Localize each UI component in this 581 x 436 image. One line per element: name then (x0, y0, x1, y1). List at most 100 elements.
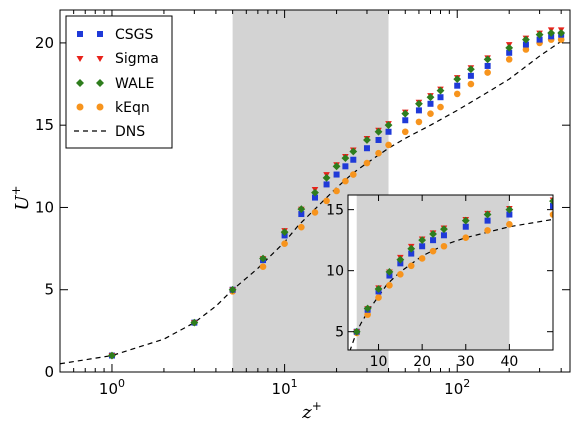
wale-point (483, 55, 492, 64)
wale-point (547, 29, 556, 37)
keqn-point (437, 103, 444, 111)
inset-wale-point (429, 230, 437, 238)
x-tick-label-exp: 2 (463, 377, 470, 390)
wale-point (505, 43, 514, 52)
csgs-point (467, 72, 474, 79)
y-tick-label: 20 (35, 34, 54, 52)
inset-csgs-point (408, 250, 415, 257)
wale-point (190, 318, 199, 327)
inset-wale-point (385, 267, 394, 276)
keqn-point (453, 90, 461, 98)
wale-point (259, 254, 267, 263)
inset-keqn-point (418, 255, 426, 262)
legend-marker-wale (76, 79, 84, 87)
inset-wale-point (461, 216, 470, 225)
x-axis-label: z+ (301, 399, 322, 423)
main-plot-frame (59, 9, 571, 373)
legend: CSGS Sigma WALE kEqn DNS (65, 15, 173, 149)
inset-keqn-point (549, 211, 553, 218)
legend-box (65, 15, 173, 149)
csgs-point (437, 94, 444, 101)
keqn-point (323, 197, 330, 205)
wale-point (280, 228, 289, 237)
inset-x-axis-ticks: 10 20 30 40 (370, 195, 518, 370)
inset-csgs-point (430, 237, 437, 244)
csgs-point (312, 194, 318, 201)
x-tick-label-base: 10 (99, 380, 118, 398)
inset-y-tick-label: 5 (335, 325, 344, 341)
y-tick-label: 5 (44, 281, 54, 299)
csgs-point (385, 128, 392, 135)
inset-y-tick-label: 10 (326, 264, 344, 280)
wale-point (322, 173, 331, 182)
wale-point (557, 29, 566, 37)
legend-label-sigma: Sigma (115, 51, 159, 67)
keqn-point (298, 223, 305, 231)
inset-x-tick-label: 40 (500, 354, 518, 370)
inset-wale-point (483, 210, 492, 219)
wale-point (349, 147, 358, 156)
keqn-point (342, 177, 349, 185)
csgs-point (298, 211, 305, 218)
legend-entry-csgs: CSGS (77, 27, 154, 43)
inset-plot: 10 20 30 40 5 10 15 (326, 194, 554, 370)
wale-point (374, 127, 383, 136)
keqn-point (557, 36, 565, 43)
wale-point (535, 30, 544, 39)
wale-point (332, 162, 341, 171)
inset-shaded-region (356, 195, 510, 350)
inset-keqn-point (407, 262, 415, 270)
csgs-point (536, 36, 543, 43)
keqn-point (505, 56, 513, 63)
wale-point (311, 188, 319, 197)
legend-marker-keqn-2 (96, 103, 104, 111)
legend-marker-csgs-2 (97, 31, 103, 37)
keqn-point (401, 128, 409, 136)
inset-wale-point (440, 225, 448, 234)
legend-marker-wale-2 (96, 79, 104, 87)
wale-point (467, 65, 475, 74)
legend-entry-keqn: kEqn (76, 100, 150, 116)
inset-y-axis-ticks: 5 10 15 (326, 203, 553, 341)
keqn-point (467, 80, 475, 88)
wale-point (228, 285, 237, 294)
x-axis-label-sup: + (312, 399, 322, 413)
inset-csgs-point (550, 202, 553, 209)
inset-x-tick-label: 20 (413, 354, 431, 370)
keqn-point (484, 69, 491, 76)
inset-keqn-point (506, 220, 513, 228)
inset-wale-point (396, 255, 405, 264)
inset-wale-point (549, 197, 553, 206)
y-axis-label-base: U (12, 195, 33, 211)
x-tick-label: 101 (272, 377, 298, 398)
keqn-point (363, 159, 371, 167)
wale-point (453, 75, 462, 84)
inset-csgs-point (440, 232, 447, 239)
legend-marker-sigma-2 (96, 56, 104, 62)
wale-point (401, 109, 410, 118)
y-tick-label: 0 (44, 363, 54, 381)
inset-keqn-point (462, 234, 470, 242)
wale-point (108, 351, 116, 360)
inset-csgs-point (419, 243, 426, 250)
x-axis-label-base: z (301, 402, 312, 423)
keqn-point (522, 46, 530, 53)
inset-marks (352, 197, 553, 337)
legend-entry-dns: DNS (74, 124, 145, 140)
inset-dns-curve-group (349, 218, 553, 350)
inset-keqn-point (386, 282, 393, 289)
inset-y-tick-label: 15 (326, 203, 344, 219)
csgs-point (323, 181, 330, 188)
keqn-point (349, 171, 357, 178)
inset-csgs-point (484, 217, 491, 224)
y-axis-label-sup: + (9, 185, 23, 195)
wale-point (341, 154, 350, 162)
wale-point (426, 93, 435, 102)
legend-label-keqn: kEqn (115, 100, 150, 116)
csgs-point (350, 156, 357, 163)
keqn-point (281, 240, 288, 247)
inset-x-tick-label: 30 (457, 354, 475, 370)
legend-label-wale: WALE (115, 76, 154, 92)
wale-point (297, 205, 306, 213)
